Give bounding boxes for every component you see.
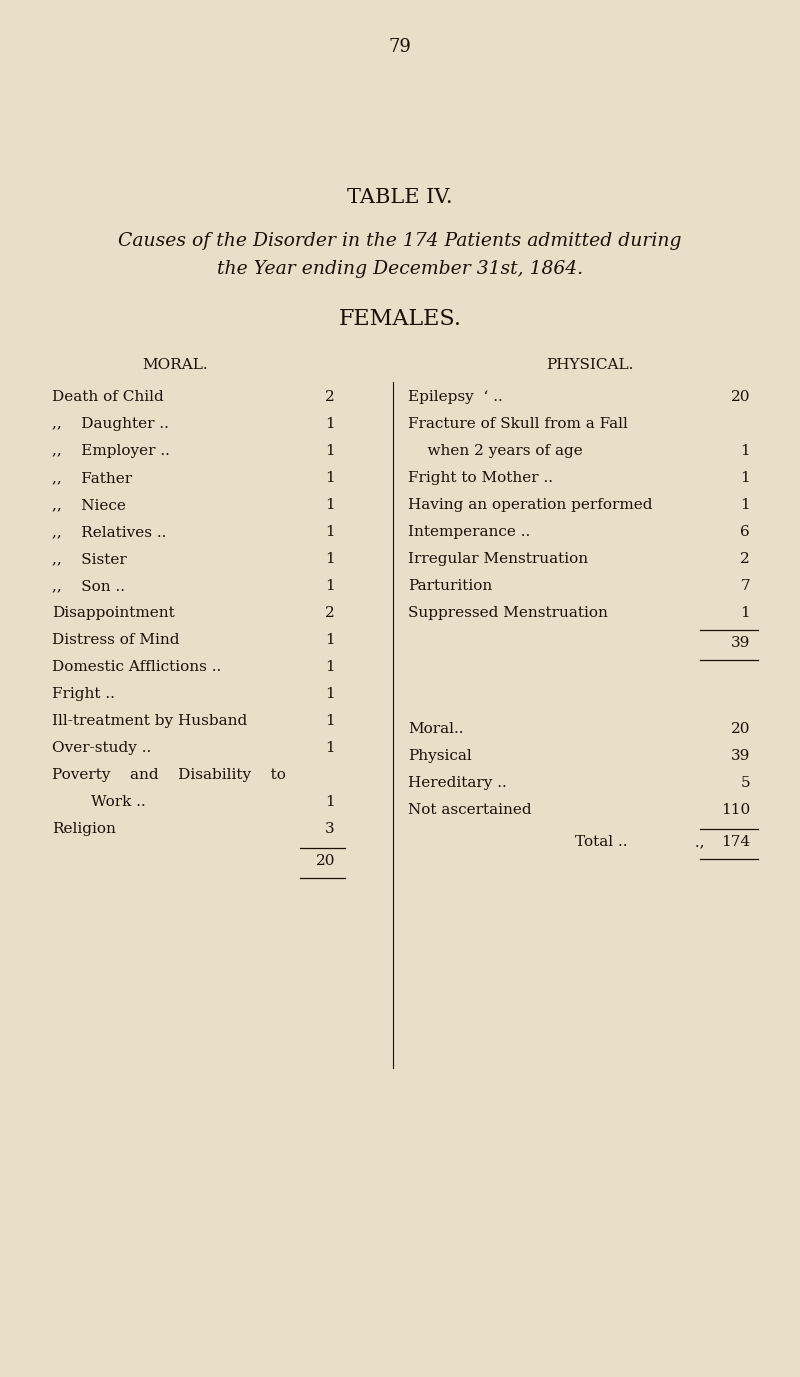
Text: Intemperance ..: Intemperance .. xyxy=(408,525,530,538)
Text: 1: 1 xyxy=(740,498,750,512)
Text: 110: 110 xyxy=(721,803,750,817)
Text: 1: 1 xyxy=(326,578,335,593)
Text: ,,    Relatives ..: ,, Relatives .. xyxy=(52,525,166,538)
Text: 1: 1 xyxy=(326,525,335,538)
Text: FEMALES.: FEMALES. xyxy=(338,308,462,330)
Text: ,,    Father: ,, Father xyxy=(52,471,132,485)
Text: 3: 3 xyxy=(326,822,335,836)
Text: MORAL.: MORAL. xyxy=(142,358,208,372)
Text: Total ..: Total .. xyxy=(575,834,627,850)
Text: ,,    Employer ..: ,, Employer .. xyxy=(52,443,170,459)
Text: 1: 1 xyxy=(326,687,335,701)
Text: 1: 1 xyxy=(326,660,335,673)
Text: TABLE IV.: TABLE IV. xyxy=(347,189,453,207)
Text: 1: 1 xyxy=(326,417,335,431)
Text: Over-study ..: Over-study .. xyxy=(52,741,151,755)
Text: 1: 1 xyxy=(326,552,335,566)
Text: 2: 2 xyxy=(326,606,335,620)
Text: 7: 7 xyxy=(740,578,750,593)
Text: 1: 1 xyxy=(326,795,335,810)
Text: 79: 79 xyxy=(389,39,411,56)
Text: Causes of the Disorder in the 174 Patients admitted during: Causes of the Disorder in the 174 Patien… xyxy=(118,231,682,251)
Text: 20: 20 xyxy=(730,390,750,403)
Text: Having an operation performed: Having an operation performed xyxy=(408,498,653,512)
Text: Moral..: Moral.. xyxy=(408,722,463,735)
Text: 1: 1 xyxy=(326,443,335,459)
Text: 1: 1 xyxy=(326,715,335,728)
Text: Fracture of Skull from a Fall: Fracture of Skull from a Fall xyxy=(408,417,628,431)
Text: ,,    Niece: ,, Niece xyxy=(52,498,126,512)
Text: Suppressed Menstruation: Suppressed Menstruation xyxy=(408,606,608,620)
Text: Poverty    and    Disability    to: Poverty and Disability to xyxy=(52,768,286,782)
Text: 1: 1 xyxy=(326,633,335,647)
Text: 1: 1 xyxy=(740,606,750,620)
Text: 1: 1 xyxy=(326,471,335,485)
Text: 1: 1 xyxy=(326,741,335,755)
Text: when 2 years of age: when 2 years of age xyxy=(408,443,582,459)
Text: Ill-treatment by Husband: Ill-treatment by Husband xyxy=(52,715,247,728)
Text: Death of Child: Death of Child xyxy=(52,390,164,403)
Text: 2: 2 xyxy=(326,390,335,403)
Text: PHYSICAL.: PHYSICAL. xyxy=(546,358,634,372)
Text: Irregular Menstruation: Irregular Menstruation xyxy=(408,552,588,566)
Text: Not ascertained: Not ascertained xyxy=(408,803,532,817)
Text: Parturition: Parturition xyxy=(408,578,492,593)
Text: 5: 5 xyxy=(740,777,750,790)
Text: ,,    Daughter ..: ,, Daughter .. xyxy=(52,417,169,431)
Text: ,,    Sister: ,, Sister xyxy=(52,552,126,566)
Text: Work ..: Work .. xyxy=(52,795,146,810)
Text: 2: 2 xyxy=(740,552,750,566)
Text: 20: 20 xyxy=(315,854,335,868)
Text: the Year ending December 31st, 1864.: the Year ending December 31st, 1864. xyxy=(217,260,583,278)
Text: 1: 1 xyxy=(740,471,750,485)
Text: Distress of Mind: Distress of Mind xyxy=(52,633,179,647)
Text: 6: 6 xyxy=(740,525,750,538)
Text: .,: ., xyxy=(690,834,705,850)
Text: Hereditary ..: Hereditary .. xyxy=(408,777,506,790)
Text: 174: 174 xyxy=(721,834,750,850)
Text: Disappointment: Disappointment xyxy=(52,606,174,620)
Text: 20: 20 xyxy=(730,722,750,735)
Text: Physical: Physical xyxy=(408,749,472,763)
Text: Fright ..: Fright .. xyxy=(52,687,115,701)
Text: Domestic Afflictions ..: Domestic Afflictions .. xyxy=(52,660,222,673)
Text: ,,    Son ..: ,, Son .. xyxy=(52,578,125,593)
Text: Religion: Religion xyxy=(52,822,116,836)
Text: Fright to Mother ..: Fright to Mother .. xyxy=(408,471,553,485)
Text: 39: 39 xyxy=(730,749,750,763)
Text: Epilepsy  ‘ ..: Epilepsy ‘ .. xyxy=(408,390,502,403)
Text: 39: 39 xyxy=(730,636,750,650)
Text: 1: 1 xyxy=(740,443,750,459)
Text: 1: 1 xyxy=(326,498,335,512)
